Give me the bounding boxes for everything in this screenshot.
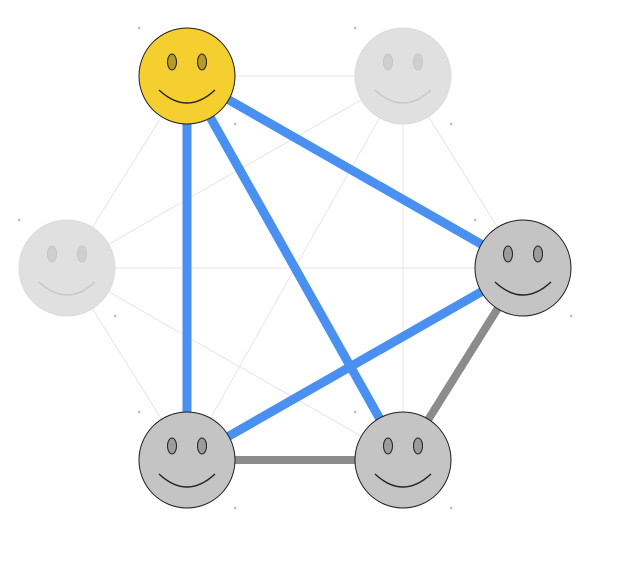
smiley-face-circle — [18, 219, 116, 317]
node-corner-mark — [570, 315, 572, 317]
smiley-node-middle-left[interactable] — [18, 219, 116, 317]
smile-mouth — [374, 473, 432, 488]
smiley-node-bottom-left[interactable] — [138, 411, 236, 509]
right-eye — [77, 245, 87, 263]
smiley-node-bottom-right[interactable] — [354, 411, 452, 509]
smiley-face-circle — [354, 27, 452, 125]
smiley-face-circle — [138, 27, 236, 125]
smiley-face-circle — [474, 219, 572, 317]
smiley-node-top-left[interactable] — [138, 27, 236, 125]
node-corner-mark — [354, 27, 356, 29]
node-corner-mark — [450, 123, 452, 125]
right-eye — [197, 53, 207, 71]
node-corner-mark — [354, 411, 356, 413]
right-eye — [533, 245, 543, 263]
edge-middle-right-to-bottom-left — [184, 264, 526, 464]
left-eye — [167, 53, 177, 71]
smiley-node-middle-right[interactable] — [474, 219, 572, 317]
smile-mouth — [374, 89, 432, 104]
smile-mouth — [38, 281, 96, 296]
node-corner-mark — [18, 219, 20, 221]
smile-mouth — [158, 473, 216, 488]
node-corner-mark — [138, 27, 140, 29]
smiley-face-circle — [138, 411, 236, 509]
smiley-node-top-right[interactable] — [354, 27, 452, 125]
node-corner-mark — [114, 315, 116, 317]
node-corner-mark — [234, 507, 236, 509]
right-eye — [413, 437, 423, 455]
node-corner-mark — [138, 411, 140, 413]
left-eye — [47, 245, 57, 263]
corner-marks — [18, 27, 572, 509]
edge-top-left-to-bottom-right — [183, 73, 407, 463]
left-eye — [167, 437, 177, 455]
smiley-face-circle — [354, 411, 452, 509]
node-corner-mark — [474, 219, 476, 221]
edge-top-left-to-middle-right — [184, 72, 526, 272]
edge-top-right-to-middle-left — [66, 75, 404, 269]
edge-layer — [66, 72, 527, 464]
smile-mouth — [494, 281, 552, 296]
left-eye — [503, 245, 513, 263]
right-eye — [413, 53, 423, 71]
node-layer — [18, 27, 572, 509]
smile-mouth — [158, 89, 216, 104]
left-eye — [383, 53, 393, 71]
node-corner-mark — [450, 507, 452, 509]
left-eye — [383, 437, 393, 455]
edge-middle-left-to-bottom-right — [66, 267, 404, 461]
node-corner-mark — [234, 123, 236, 125]
right-eye — [197, 437, 207, 455]
